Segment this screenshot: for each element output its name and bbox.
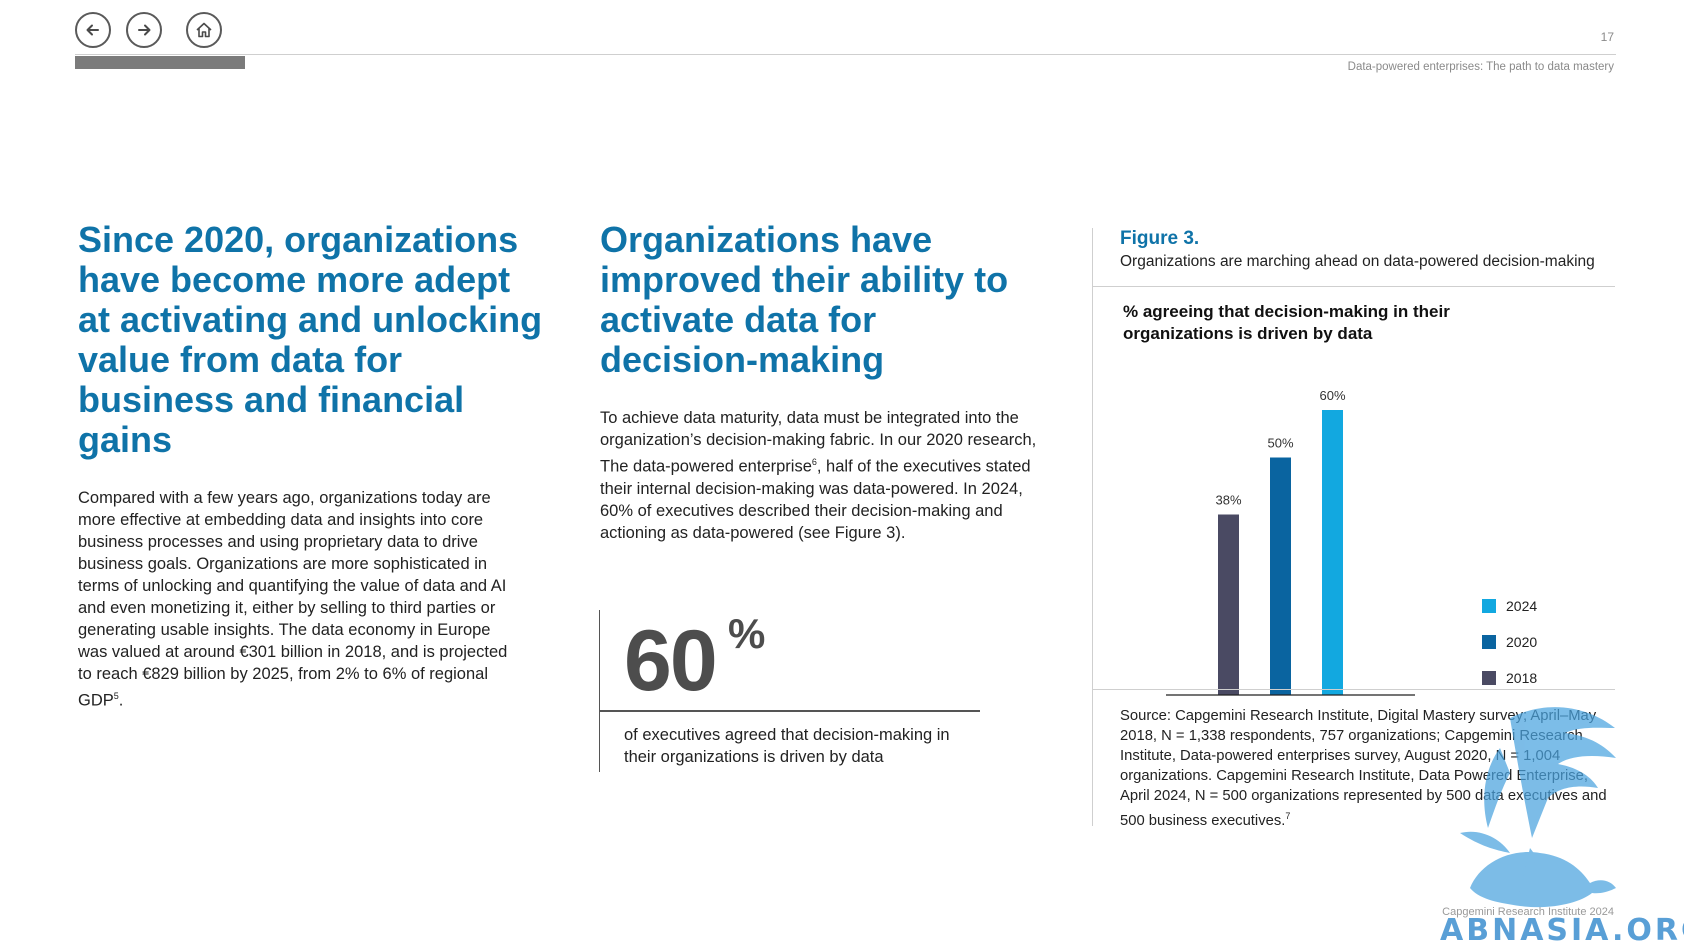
header-divider bbox=[75, 54, 1616, 55]
stat-unit: % bbox=[728, 610, 766, 657]
arrow-right-icon bbox=[138, 24, 151, 36]
figure-divider-bottom bbox=[1093, 689, 1615, 690]
footnote-ref: 5 bbox=[113, 691, 119, 701]
footer-text: Capgemini Research Institute 2024 bbox=[1442, 906, 1614, 918]
section-heading-middle: Organizations have improved their abilit… bbox=[600, 219, 1009, 380]
legend-swatch-2024 bbox=[1482, 599, 1496, 613]
figure-label: Figure 3. bbox=[1120, 228, 1200, 249]
stat-callout: 60 % of executives agreed that decision-… bbox=[599, 610, 980, 772]
home-button[interactable] bbox=[186, 12, 222, 48]
watermark-text: ABNASIA.ORG bbox=[1440, 913, 1684, 947]
bar-2018 bbox=[1218, 514, 1239, 695]
home-icon bbox=[196, 22, 212, 38]
legend-label-2020: 2020 bbox=[1506, 634, 1537, 650]
legend-label-2018: 2018 bbox=[1506, 670, 1537, 686]
watermark-logo: ABNASIA.ORG bbox=[1440, 707, 1684, 947]
reading-progress-bar bbox=[75, 56, 245, 69]
running-title: Data-powered enterprises: The path to da… bbox=[1347, 61, 1614, 73]
bar-2020 bbox=[1270, 457, 1291, 695]
body-text-middle: To achieve data maturity, data must be i… bbox=[600, 409, 1037, 542]
bar-chart: 38% 50% 60% 2024 2020 2018 bbox=[1166, 388, 1537, 696]
back-button[interactable] bbox=[75, 12, 111, 48]
section-heading-left: Since 2020, organizations have become mo… bbox=[78, 219, 543, 460]
figure-panel: Figure 3. Organizations are marching ahe… bbox=[1092, 228, 1615, 829]
data-label-2024: 60% bbox=[1319, 388, 1345, 403]
stat-description: of executives agreed that decision-makin… bbox=[624, 726, 950, 766]
legend-label-2024: 2024 bbox=[1506, 598, 1537, 614]
data-label-2018: 38% bbox=[1215, 493, 1241, 508]
data-label-2020: 50% bbox=[1267, 436, 1293, 451]
legend-swatch-2020 bbox=[1482, 635, 1496, 649]
bar-2024 bbox=[1322, 410, 1343, 695]
page-number: 17 bbox=[1600, 30, 1614, 44]
footnote-ref: 7 bbox=[1285, 811, 1291, 821]
body-text-left: Compared with a few years ago, organizat… bbox=[78, 489, 508, 710]
figure-caption: Organizations are marching ahead on data… bbox=[1120, 253, 1595, 270]
footnote-ref: 6 bbox=[811, 457, 817, 467]
arrow-left-icon bbox=[86, 24, 99, 36]
forward-button[interactable] bbox=[126, 12, 162, 48]
legend-swatch-2018 bbox=[1482, 671, 1496, 685]
stat-value: 60 bbox=[624, 613, 718, 709]
chart-title: % agreeing that decision-making in their… bbox=[1123, 302, 1450, 343]
figure-divider-top bbox=[1093, 286, 1615, 287]
stat-divider bbox=[600, 710, 980, 712]
figure-source: Source: Capgemini Research Institute, Di… bbox=[1120, 708, 1607, 829]
